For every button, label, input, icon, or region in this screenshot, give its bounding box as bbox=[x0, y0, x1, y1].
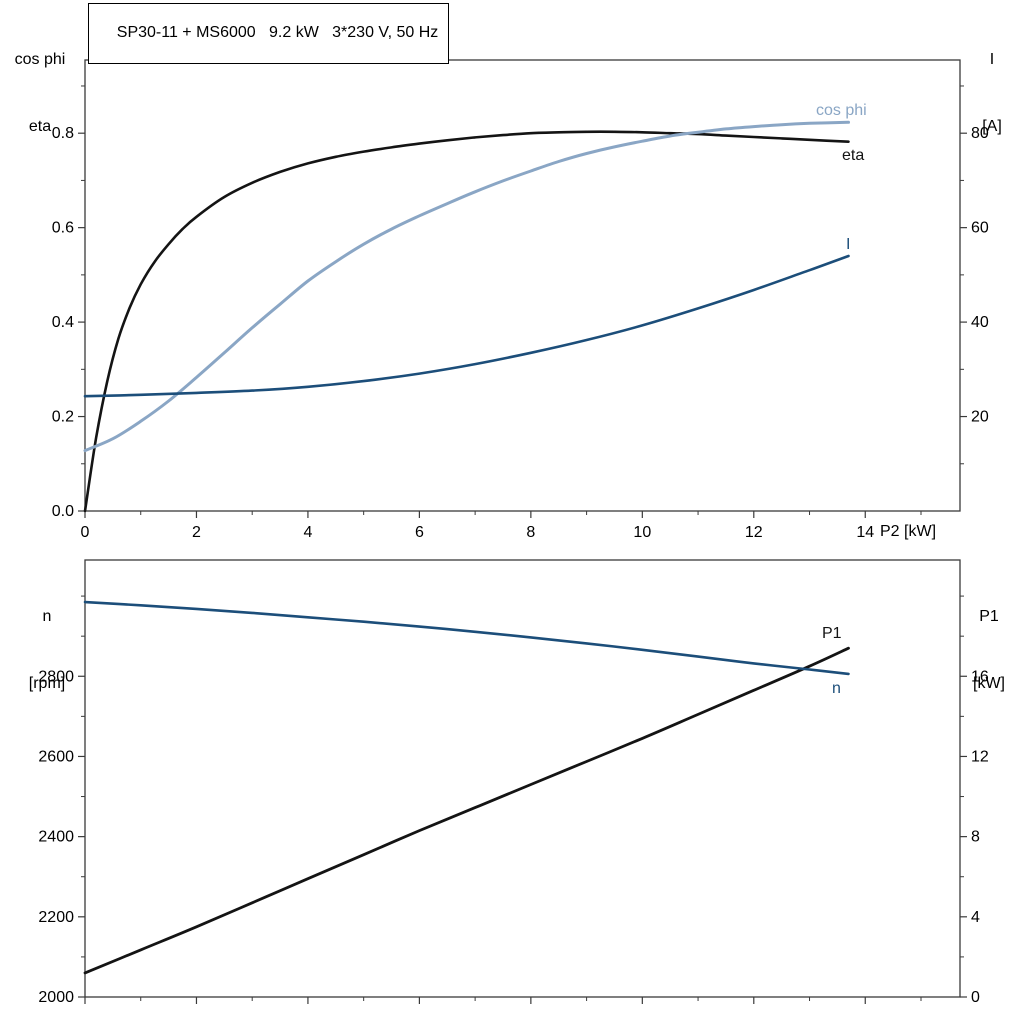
x-tick-label: 0 bbox=[81, 524, 90, 541]
bottom-left-axis-title-line2: [rpm] bbox=[28, 674, 66, 692]
y-right-tick-label: 60 bbox=[971, 220, 989, 237]
bottom-right-axis-title: P1 [kW] bbox=[958, 561, 1020, 740]
y-right-tick-label: 12 bbox=[971, 748, 989, 765]
top-left-axis-title-line2: eta bbox=[28, 117, 52, 135]
y-left-tick-label: 0.2 bbox=[52, 409, 74, 426]
y-left-tick-label: 2000 bbox=[38, 989, 74, 1006]
x-tick-label: 2 bbox=[192, 524, 201, 541]
y-right-tick-label: 80 bbox=[971, 125, 989, 142]
y-left-tick-label: 0.0 bbox=[52, 503, 74, 520]
y-left-tick-label: 2400 bbox=[38, 829, 74, 846]
x-tick-label: 4 bbox=[303, 524, 312, 541]
bottom-left-axis-title-line1: n bbox=[42, 607, 52, 625]
current-curve-label: I bbox=[846, 236, 851, 253]
eta-curve-label: eta bbox=[842, 147, 865, 164]
top-left-axis-title: cos phi eta bbox=[4, 4, 76, 183]
curve-P1 bbox=[83, 646, 850, 975]
bottom-plot-frame bbox=[84, 559, 961, 998]
chart-title-text: SP30-11 + MS6000 9.2 kW 3*230 V, 50 Hz bbox=[116, 24, 439, 41]
y-left-tick-label: 0.4 bbox=[52, 314, 74, 331]
y-left-tick-label: 0.8 bbox=[52, 125, 74, 142]
x-tick-label: 14 bbox=[856, 524, 874, 541]
speed-curve-label: n bbox=[832, 680, 841, 697]
bottom-right-axis-title-line2: [kW] bbox=[973, 674, 1005, 692]
p1-curve-label: P1 bbox=[822, 625, 842, 642]
curve-eta bbox=[83, 130, 850, 513]
y-right-tick-label: 40 bbox=[971, 314, 989, 331]
bottom-right-axis-title-line1: P1 bbox=[979, 607, 999, 625]
y-left-tick-label: 2800 bbox=[38, 668, 74, 685]
x-tick-label: 12 bbox=[745, 524, 763, 541]
y-left-tick-label: 2200 bbox=[38, 909, 74, 926]
top-left-axis-title-line1: cos phi bbox=[14, 50, 66, 68]
x-tick-label: 8 bbox=[526, 524, 535, 541]
curve-n bbox=[83, 600, 850, 676]
y-right-tick-label: 4 bbox=[971, 909, 980, 926]
top-right-axis-title: I [A] bbox=[964, 4, 1020, 183]
chart-title-box: SP30-11 + MS6000 9.2 kW 3*230 V, 50 Hz bbox=[88, 3, 450, 64]
x-tick-label: 6 bbox=[415, 524, 424, 541]
top-plot-frame bbox=[84, 59, 961, 512]
x-tick-label: 10 bbox=[633, 524, 651, 541]
y-right-tick-label: 8 bbox=[971, 829, 980, 846]
y-right-tick-label: 16 bbox=[971, 668, 989, 685]
bottom-left-axis-title: n [rpm] bbox=[14, 561, 80, 740]
y-right-tick-label: 0 bbox=[971, 989, 980, 1006]
curve-cos-phi bbox=[83, 120, 850, 453]
y-left-tick-label: 2600 bbox=[38, 748, 74, 765]
top-right-axis-title-line2: [A] bbox=[982, 117, 1002, 135]
y-right-tick-label: 20 bbox=[971, 409, 989, 426]
top-right-axis-title-line1: I bbox=[989, 50, 995, 68]
cos-phi-curve-label: cos phi bbox=[816, 102, 867, 119]
y-left-tick-label: 0.6 bbox=[52, 220, 74, 237]
x-axis-title: P2 [kW] bbox=[880, 523, 937, 540]
curve-I bbox=[83, 254, 850, 398]
